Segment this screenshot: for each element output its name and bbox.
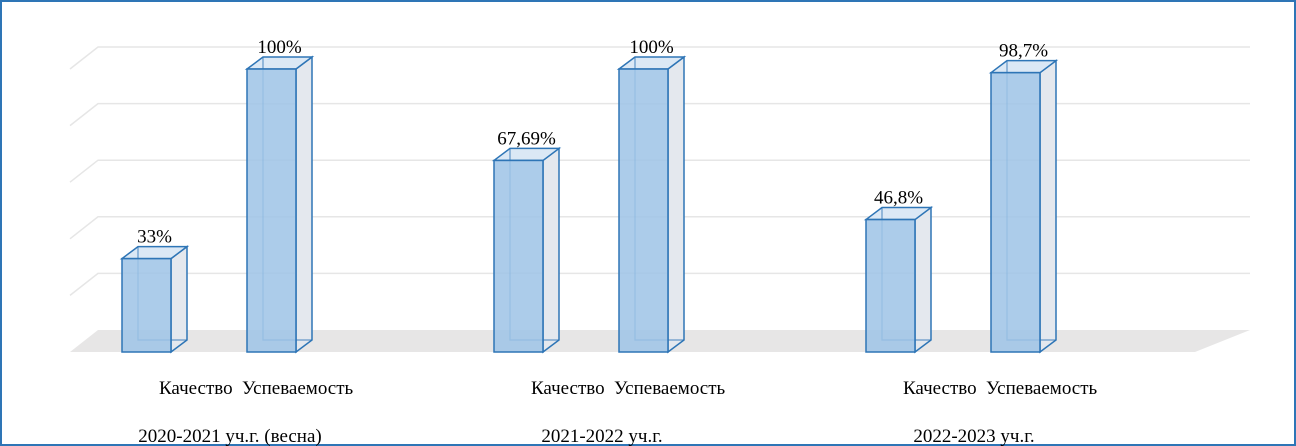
bar-side [542, 146, 560, 354]
series-label: Успеваемость [242, 378, 354, 399]
data-label: 100% [257, 37, 302, 58]
series-label: Качество [531, 378, 605, 399]
x-tick-label: 2020-2021 уч.г. (весна) [138, 426, 322, 446]
bar-side [914, 206, 932, 354]
x-tick-label: 2021-2022 уч.г. [541, 426, 662, 446]
grid-line [69, 216, 1250, 240]
bar-side [170, 245, 188, 354]
x-tick-label: 2022-2023 уч.г. [913, 426, 1034, 446]
data-label: 67,69% [497, 128, 556, 149]
series-label: Качество [159, 378, 233, 399]
bar [121, 257, 172, 353]
bar [618, 68, 669, 353]
bar-side [1039, 59, 1057, 354]
bar-side [295, 55, 313, 354]
grid-line [69, 102, 1250, 127]
series-label: Успеваемость [614, 378, 726, 399]
bar [865, 218, 916, 353]
series-label: Качество [903, 378, 977, 399]
data-label: 46,8% [874, 188, 923, 209]
bar-side [667, 55, 685, 354]
grid-line [69, 159, 1250, 183]
series-label: Успеваемость [986, 378, 1098, 399]
bar [493, 159, 544, 353]
data-label: 33% [137, 227, 172, 248]
data-label: 98,7% [999, 41, 1048, 62]
bar [990, 71, 1041, 353]
bar [246, 68, 297, 353]
data-label: 100% [629, 37, 674, 58]
grid-line [69, 46, 1250, 70]
